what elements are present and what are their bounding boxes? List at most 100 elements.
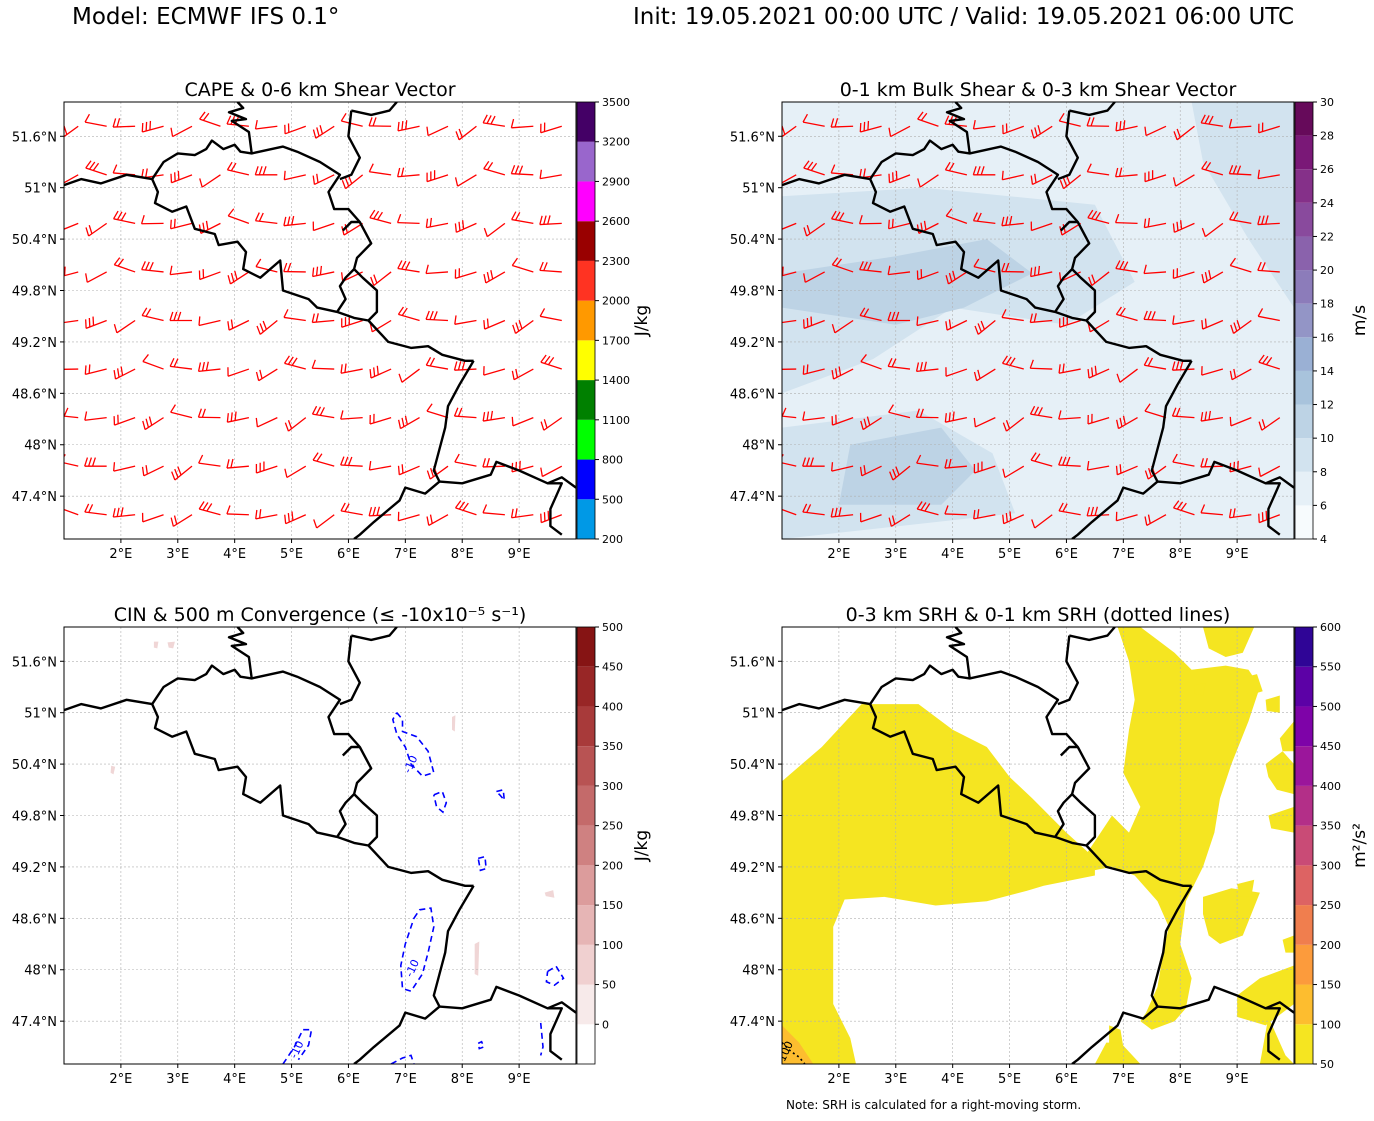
wind-barb [425,264,449,275]
filled-contour-0-1 [167,641,175,649]
colorbar-segment [577,459,595,500]
x-tick-label: 5°E [280,1072,303,1087]
wind-barb [1173,125,1195,141]
wind-barb [255,368,278,382]
wind-barb [368,460,392,471]
wind-barb [830,118,854,128]
wind-barb [1031,514,1053,529]
wind-barb [1059,315,1081,328]
wind-barb [1030,221,1053,232]
colorbar-segment [577,666,595,707]
country-border [1054,268,1073,313]
wind-barb [64,508,79,516]
wind-barb [1172,220,1195,233]
wind-barb [426,170,449,183]
wind-barb [340,456,363,467]
wind-barb [1144,170,1167,183]
colorbar-segment [1295,169,1313,203]
wind-barb [170,170,193,184]
y-tick-label: 50.4°N [730,758,775,773]
colorbar-segment [577,102,595,142]
wind-barb [1001,309,1024,322]
wind-barb [1200,410,1223,422]
wind-barb [426,125,449,137]
colorbar-tick-label: 30 [1320,96,1334,109]
colorbar-tick-label: 12 [1320,399,1334,412]
country-border [1069,627,1116,642]
wind-barb [782,125,797,138]
wind-barb [512,319,534,334]
wind-barb [1143,217,1167,229]
colorbar-segment [577,825,595,866]
wind-barb [511,257,534,273]
wind-barb [540,417,563,431]
filled-contour-50-1 [1083,627,1260,1030]
country-border [547,476,576,489]
colorbar-segment [577,785,595,826]
wind-barb [859,465,882,477]
wind-barb [887,357,911,370]
wind-barb [859,261,882,273]
colorbar-tick-label: 450 [602,661,623,674]
country-border [1069,102,1116,117]
colorbar-segment [1295,270,1313,304]
wind-barb [972,166,996,176]
colorbar-segment [1295,202,1313,237]
wind-barb [198,501,221,516]
filled-contour-50-11 [1279,721,1294,752]
x-tick-label: 9°E [1226,547,1249,562]
wind-barb [540,354,562,370]
plot-frame [781,626,1295,1065]
country-border [1057,110,1080,181]
wind-barb [482,410,505,422]
colorbar-label: m²/s² [1350,823,1370,868]
colorbar-segment [1295,905,1313,945]
wind-barb [283,355,306,370]
country-border [353,480,441,539]
x-tick-label: 3°E [166,1072,189,1087]
colorbar-tick-label: 24 [1320,197,1334,210]
wind-barb [283,262,306,273]
colorbar-segment [1295,1024,1313,1064]
wind-barb [340,112,363,127]
wind-barb [85,222,108,237]
x-tick-label: 7°E [1112,547,1135,562]
wind-barb [1058,410,1081,420]
wind-barb [945,270,968,285]
wind-barb [1201,160,1224,176]
wind-barb [197,361,221,373]
wind-barb [64,125,79,138]
wind-barb [540,122,562,134]
wind-barb [1002,465,1025,479]
colorbar-tick-label: 200 [602,533,623,546]
wind-barb [84,503,107,516]
plot-content: 100 [782,627,1294,1064]
wind-barb [255,509,278,520]
colorbar-tick-label: 26 [1320,163,1334,176]
wind-barb [782,368,797,370]
wind-barb [170,125,193,138]
wind-barb [397,167,420,178]
colorbar-tick-label: 2600 [602,215,630,228]
x-tick-label: 6°E [337,547,360,562]
x-tick-label: 2°E [109,547,132,562]
colorbar-tick-label: 50 [1320,1058,1334,1071]
colorbar-tick-label: 800 [602,454,623,467]
wind-barb [340,502,363,516]
colorbar-tick-label: 1100 [602,414,630,427]
wind-barb [1029,313,1053,324]
colorbar-segment [577,905,595,945]
wind-barb [1002,417,1025,432]
wind-barb [312,452,335,467]
wind-barb [1058,112,1081,127]
wind-barb [540,465,563,478]
wind-barb [254,212,278,225]
wind-barb [782,174,797,184]
y-tick-label: 50.4°N [12,758,57,773]
wind-barb [454,453,477,467]
wind-barb [1030,173,1053,186]
wind-barb [1201,318,1224,330]
country-border [1071,480,1159,539]
x-tick-label: 4°E [223,547,246,562]
